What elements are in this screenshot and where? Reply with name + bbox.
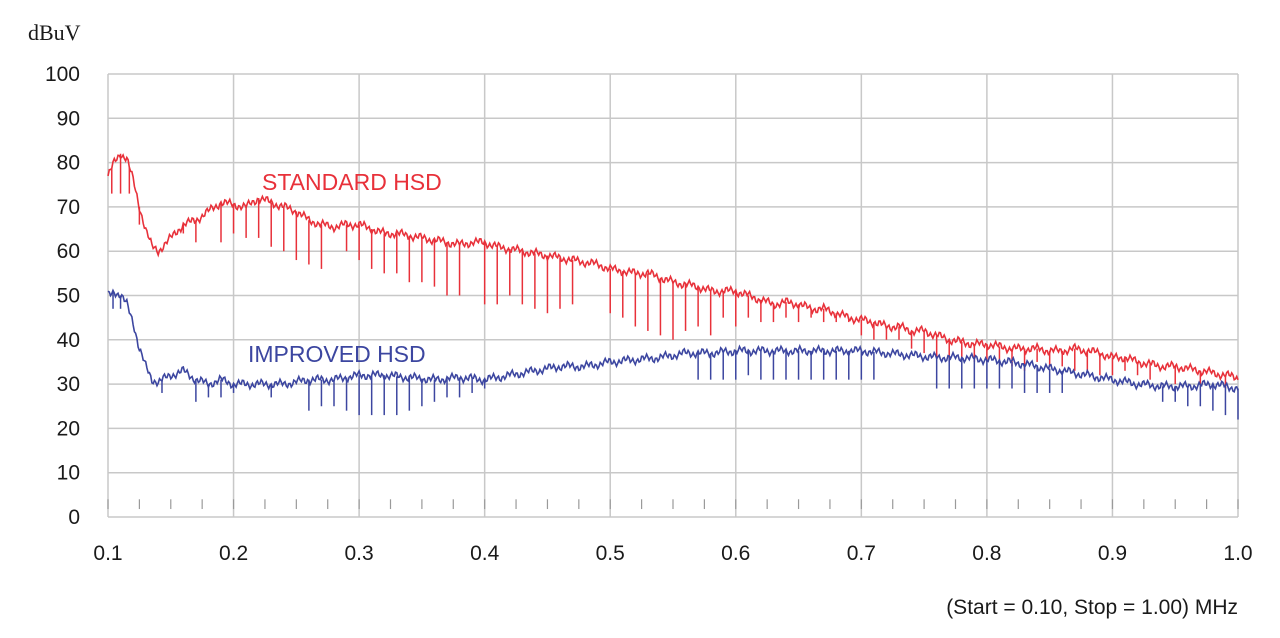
y-tick-label-5: 50 <box>57 285 80 308</box>
x-tick-label-4: 0.5 <box>596 542 625 565</box>
minor-ticks <box>107 499 1239 510</box>
y-tick-label-7: 70 <box>57 196 80 219</box>
y-axis-unit-label: dBuV <box>28 20 81 45</box>
y-tick-label-1: 10 <box>57 462 80 485</box>
x-tick-label-6: 0.7 <box>847 542 876 565</box>
y-tick-label-6: 60 <box>57 240 80 263</box>
x-tick-label-5: 0.6 <box>721 542 750 565</box>
x-tick-label-9: 1.0 <box>1223 542 1252 565</box>
x-tick-labels: 0.1 0.2 0.3 0.4 0.5 0.6 0.7 0.8 0.9 1.0 <box>93 542 1252 565</box>
series-labels: STANDARD HSD IMPROVED HSD <box>248 169 442 367</box>
y-tick-label-4: 40 <box>57 329 80 352</box>
series-label-1: IMPROVED HSD <box>248 341 426 367</box>
x-tick-label-7: 0.8 <box>972 542 1001 565</box>
y-tick-label-2: 20 <box>57 417 80 440</box>
x-tick-label-3: 0.4 <box>470 542 500 565</box>
x-tick-label-2: 0.3 <box>345 542 374 565</box>
y-tick-label-9: 90 <box>57 107 80 130</box>
y-tick-label-3: 30 <box>57 373 80 396</box>
y-tick-label-10: 100 <box>45 63 80 86</box>
y-tick-label-8: 80 <box>57 152 80 175</box>
x-tick-label-0: 0.1 <box>93 542 122 565</box>
series-standard-hsd <box>107 153 1239 389</box>
series-improved-hsd <box>107 288 1239 420</box>
x-tick-label-1: 0.2 <box>219 542 248 565</box>
series-layer <box>107 153 1239 420</box>
series-label-0: STANDARD HSD <box>262 169 442 195</box>
y-tick-label-0: 0 <box>68 506 80 529</box>
x-tick-label-8: 0.9 <box>1098 542 1127 565</box>
y-tick-labels: 0 10 20 30 40 50 60 70 80 90 100 <box>45 63 80 529</box>
series-trace <box>107 288 1239 394</box>
frequency-range-caption: (Start = 0.10, Stop = 1.00) MHz <box>946 596 1238 619</box>
